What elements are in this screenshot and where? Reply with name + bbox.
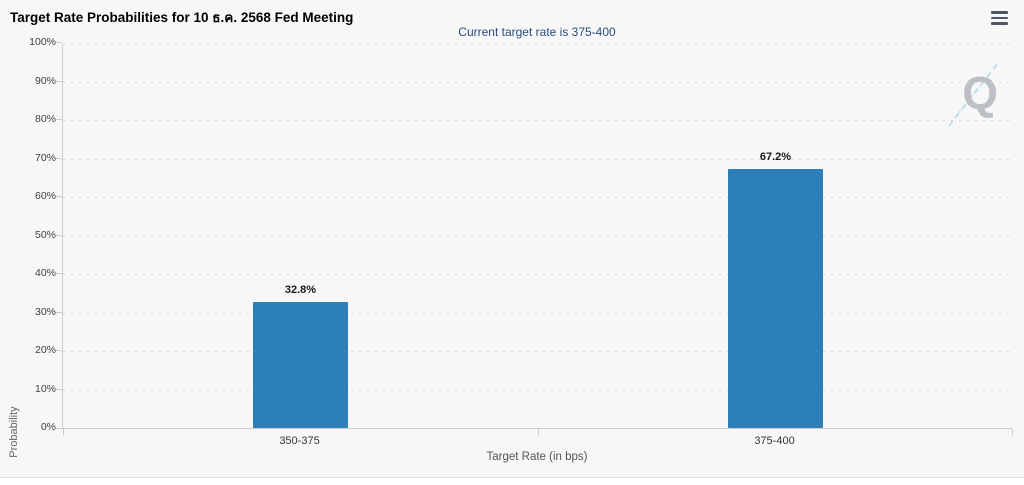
y-axis-tick [56, 273, 62, 274]
quikstrike-watermark: Q [934, 56, 1004, 136]
x-axis-tick [1012, 429, 1013, 435]
bar-value-label: 32.8% [284, 284, 317, 296]
gridline [63, 312, 1012, 314]
gridline [63, 274, 1012, 275]
y-axis-tick [56, 157, 62, 159]
probability-bar-375-400[interactable] [728, 169, 823, 428]
y-tick-label: 100% [29, 36, 56, 48]
plot-area: Q 0% 10% 20% 30% 40% 50% 60% 70% 80% 90% 100% 32.8%… [29, 37, 1013, 435]
chart-subtitle: Current target rate is 375-400 [458, 25, 616, 39]
y-axis-tick [56, 119, 62, 120]
y-axis-tick [56, 428, 62, 429]
y-tick-label: 10% [34, 382, 56, 395]
gridline [63, 158, 1012, 160]
y-tick-label: 40% [34, 267, 56, 279]
y-tick-label: 60% [34, 190, 56, 202]
quikstrike-q-logo: Q [962, 67, 998, 119]
hamburger-menu-icon [991, 22, 1008, 25]
watermark-swoosh-icon [948, 63, 998, 127]
hamburger-menu-icon [991, 16, 1008, 20]
gridline [63, 43, 1012, 44]
chart-context-menu-button[interactable] [988, 8, 1012, 28]
watermark-swoosh-icon [956, 78, 986, 116]
y-axis-tick [56, 311, 62, 313]
gridline [63, 351, 1012, 352]
gridline [63, 81, 1012, 83]
chart-title: Target Rate Probabilities for 10 ธ.ค. 25… [10, 10, 354, 25]
y-tick-label: 80% [34, 113, 56, 125]
y-axis-tick [56, 388, 62, 390]
y-axis-tick [56, 234, 62, 236]
y-axis-tick [56, 80, 62, 82]
x-axis-tick [538, 429, 539, 435]
y-tick-label: 50% [34, 228, 56, 241]
x-category-label: 375-400 [754, 435, 795, 447]
hamburger-menu-icon [991, 11, 1008, 14]
x-axis-tick [63, 429, 64, 435]
y-axis-tick [56, 196, 62, 197]
probability-bar-350-375[interactable] [253, 302, 348, 428]
y-axis-tick [56, 42, 62, 43]
y-tick-label: 30% [34, 305, 56, 318]
y-tick-label: 70% [34, 151, 56, 164]
bar-value-label: 67.2% [759, 151, 792, 163]
gridline [63, 197, 1012, 198]
x-category-label: 350-375 [279, 435, 320, 447]
y-axis-tick [56, 350, 62, 351]
gridline [63, 389, 1012, 391]
y-tick-label: 20% [34, 344, 56, 356]
y-tick-label: 90% [34, 74, 56, 87]
gridline [63, 235, 1012, 237]
y-tick-label: 0% [40, 421, 56, 433]
x-axis-title: Target Rate (in bps) [486, 451, 588, 463]
y-axis-title: Probability [8, 406, 20, 458]
gridline [63, 120, 1012, 121]
